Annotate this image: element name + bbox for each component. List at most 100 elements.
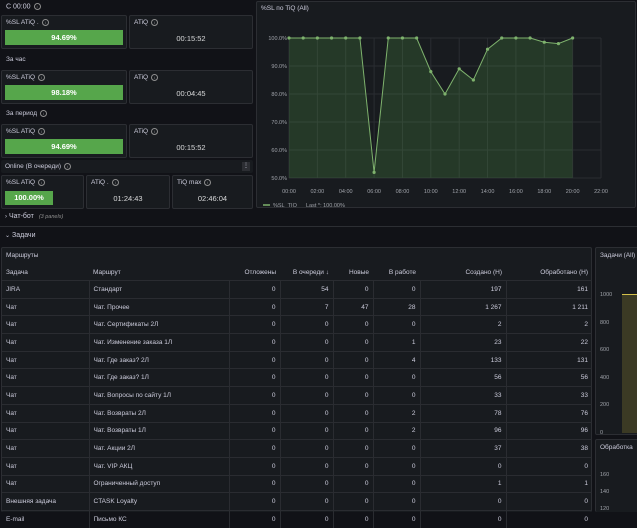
- x-tick-label: 16:00: [509, 189, 523, 195]
- panel-menu-icon[interactable]: ⋮: [242, 162, 250, 171]
- table-cell: 0: [229, 333, 281, 352]
- col-new-header[interactable]: Новые: [348, 268, 369, 276]
- sl-value: 94.69%: [5, 30, 123, 45]
- table-cell: 96: [420, 421, 507, 440]
- online-header: Online (В очереди) i ⋮: [1, 160, 253, 173]
- y-tick-label: 0: [600, 429, 604, 436]
- table-cell: Чат: [2, 386, 90, 405]
- atiq-value: 00:15:52: [176, 143, 206, 152]
- info-icon[interactable]: i: [40, 110, 47, 117]
- info-icon[interactable]: i: [151, 74, 159, 81]
- col-postponed-header[interactable]: Отложены: [244, 268, 276, 276]
- table-row: E-mail Письмо КС 0 0 0 0 0 0: [2, 509, 592, 528]
- y-tick-label: 1000: [600, 292, 613, 298]
- sl-atiq-panel-hour: %SL ATiQ i 98.18%: [1, 70, 127, 104]
- col-created-header[interactable]: Создано (Н): [465, 268, 502, 276]
- table-cell: 0: [333, 474, 374, 493]
- table-cell: 0: [229, 456, 281, 476]
- y-tick-label: 50.0%: [271, 176, 287, 182]
- data-point: [556, 42, 561, 46]
- sl-atiq-panel-online: %SL ATiQ i 100.00%: [1, 175, 84, 209]
- table-cell: Чат: [2, 439, 90, 458]
- y-tick-label: 90.0%: [271, 64, 287, 70]
- info-icon[interactable]: i: [38, 128, 46, 135]
- table-cell: 0: [373, 456, 421, 476]
- table-cell: 197: [420, 280, 507, 299]
- table-cell: Ограниченный доступ: [89, 474, 230, 493]
- table-cell: 0: [280, 421, 334, 440]
- table-cell: 0: [280, 386, 334, 405]
- sl-tiq-line-chart[interactable]: 100.0% 90.0% 80.0% 70.0% 60.0% 50.0% 00:00 02:0…: [257, 2, 635, 207]
- data-point: [301, 36, 305, 40]
- data-point: [443, 92, 447, 96]
- y-tick-label: 600: [600, 347, 610, 353]
- table-cell: 0: [373, 280, 421, 299]
- data-point: [457, 67, 461, 71]
- col-processed-header[interactable]: Обработано (Н): [540, 268, 588, 276]
- info-icon[interactable]: i: [111, 179, 119, 186]
- col-task-header[interactable]: Задача: [6, 268, 28, 276]
- table-cell: Стандарт: [89, 280, 230, 299]
- table-cell: 0: [280, 315, 334, 334]
- period-label-text: За период: [6, 110, 37, 118]
- table-cell: 0: [229, 439, 281, 458]
- info-icon[interactable]: i: [204, 179, 212, 186]
- col-in-work-header[interactable]: В работе: [388, 268, 416, 276]
- table-cell: 0: [229, 403, 281, 422]
- info-icon[interactable]: i: [41, 19, 49, 26]
- online-label: Online (В очереди): [5, 163, 62, 171]
- table-cell: Чат. Где заказ? 2Л: [89, 350, 230, 369]
- table-cell: 56: [420, 368, 507, 387]
- since-midnight-text: С 00:00: [6, 3, 31, 11]
- table-cell: 0: [229, 474, 281, 493]
- col-queue-header[interactable]: В очереди ↓: [292, 268, 329, 276]
- sl-atiq-panel-period: %SL ATiQ i 94.69%: [1, 124, 127, 158]
- table-cell: 0: [420, 492, 507, 511]
- x-tick-label: 04:00: [339, 189, 353, 195]
- table-cell: 0: [373, 474, 421, 493]
- table-row: Чат Чат. VIP АКЦ 0 0 0 0 0 0: [2, 456, 592, 476]
- legend-last-value: Last *: 100.00%: [306, 203, 345, 207]
- tasks-section-row[interactable]: ⌄ Задачи: [5, 232, 36, 239]
- table-cell: 0: [280, 439, 334, 458]
- panel-title: %SL ATiQ: [6, 128, 36, 136]
- data-point: [542, 40, 546, 44]
- atiq-value: 00:04:45: [176, 89, 206, 98]
- info-icon[interactable]: i: [33, 3, 41, 10]
- table-cell: Внешняя задача: [2, 492, 90, 511]
- table-cell: 0: [280, 492, 334, 511]
- info-icon[interactable]: i: [64, 163, 72, 170]
- panel-title: ATiQ: [134, 74, 149, 82]
- table-cell: CTASK Loyalty: [89, 492, 230, 511]
- table-row: JIRA Стандарт 0 54 0 0 197 161: [2, 280, 592, 299]
- chatbot-section-row[interactable]: › Чат-бот (3 panels): [5, 213, 63, 220]
- table-cell: 56: [506, 368, 592, 387]
- table-cell: 1 211: [506, 297, 592, 316]
- table-cell: 0: [373, 315, 421, 334]
- panel-title: ATiQ .: [91, 179, 109, 187]
- data-point: [429, 70, 433, 74]
- table-cell: 0: [229, 297, 281, 316]
- data-point: [485, 47, 490, 51]
- x-tick-label: 20:00: [566, 189, 580, 195]
- data-point: [528, 36, 532, 40]
- x-tick-label: 06:00: [367, 189, 381, 195]
- table-cell: 2: [373, 403, 421, 422]
- info-icon[interactable]: i: [38, 74, 46, 81]
- info-icon[interactable]: i: [151, 128, 159, 135]
- series-area: [289, 38, 573, 178]
- table-cell: Чат. Возвраты 1Л: [89, 421, 230, 440]
- table-cell: Чат: [2, 350, 90, 369]
- col-route-header[interactable]: Маршрут: [93, 268, 121, 276]
- atiq-panel-today: ATiQ i 00:15:52: [129, 15, 253, 49]
- tiq-max-value: 02:46:04: [197, 194, 228, 203]
- table-cell: Чат. Вопросы по сайту 1Л: [89, 386, 230, 405]
- chatbot-section-title: Чат-бот: [8, 213, 34, 220]
- info-icon[interactable]: i: [38, 179, 46, 186]
- table-cell: 0: [333, 456, 374, 476]
- table-cell: 1: [373, 333, 421, 352]
- period-label: За период i: [6, 110, 47, 117]
- chevron-down-icon: ⌄: [5, 233, 11, 239]
- info-icon[interactable]: i: [151, 19, 159, 26]
- table-row: Чат Чат. Вопросы по сайту 1Л 0 0 0 0 33 33: [2, 386, 592, 405]
